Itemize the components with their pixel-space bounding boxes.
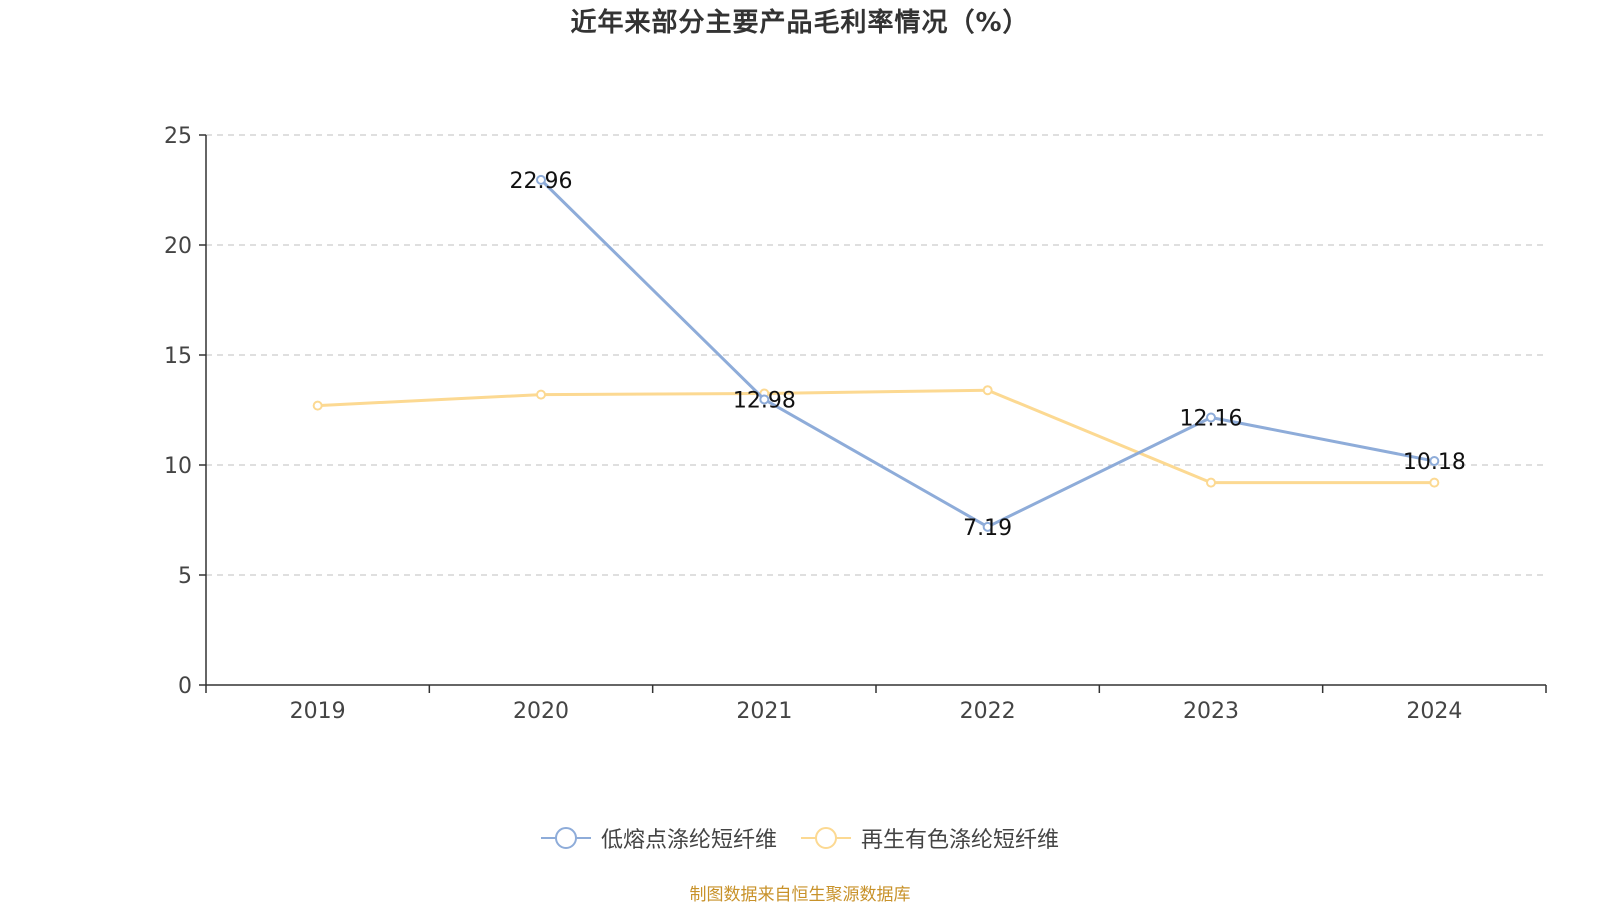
series-line-1 xyxy=(539,178,1435,529)
chart-title: 近年来部分主要产品毛利率情况（%） xyxy=(570,8,1030,38)
series-1-point xyxy=(982,521,993,532)
series-line-2 xyxy=(317,388,1435,485)
y-tick-label: 20 xyxy=(164,234,192,259)
series-2-point xyxy=(982,385,993,396)
series-2-point xyxy=(1429,477,1440,488)
legend-item-1[interactable]: 低熔点涤纶短纤维 xyxy=(540,822,777,854)
x-tick-label: 2021 xyxy=(736,699,792,724)
data-labels: 22.96 12.98 7.19 12.16 10.18 xyxy=(510,169,1466,541)
series-1-point xyxy=(1429,456,1440,467)
x-tick-label: 2023 xyxy=(1183,699,1239,724)
legend-marker-icon xyxy=(801,826,851,850)
y-tick-label: 25 xyxy=(164,124,192,149)
series-2-point xyxy=(1206,477,1216,488)
x-tick-label: 2024 xyxy=(1406,699,1462,724)
series-2-point xyxy=(536,389,546,400)
series-2-point xyxy=(312,400,323,411)
data-label: 7.19 xyxy=(963,516,1012,541)
legend-marker-icon xyxy=(540,826,591,850)
y-tick-label: 10 xyxy=(164,454,192,479)
data-label: 12.98 xyxy=(733,388,796,413)
legend-label: 再生有色涤纶短纤维 xyxy=(861,828,1060,853)
y-tick-label: 15 xyxy=(164,344,192,369)
x-tick-label: 2019 xyxy=(290,699,346,724)
data-label: 22.96 xyxy=(510,169,573,194)
y-tick-label: 0 xyxy=(178,674,192,699)
legend-label: 低熔点涤纶短纤维 xyxy=(600,828,777,853)
series-1-point xyxy=(759,394,770,405)
y-tick-label: 5 xyxy=(178,564,192,589)
data-label: 10.18 xyxy=(1403,450,1466,475)
legend-item-2[interactable]: 再生有色涤纶短纤维 xyxy=(801,822,1059,854)
x-tick-label: 2020 xyxy=(513,699,569,724)
axes: 0 5 10 15 20 25 2019 2020 2021 2022 2023 2024 xyxy=(164,124,1547,724)
data-label: 12.16 xyxy=(1180,406,1243,431)
x-tick-label: 2022 xyxy=(960,699,1016,724)
series-1-point xyxy=(536,174,546,185)
series-1-point xyxy=(1206,412,1216,423)
series-lines xyxy=(312,174,1440,532)
source-note: 制图数据来自恒生聚源数据库 xyxy=(689,885,911,905)
grid-lines xyxy=(206,134,1546,576)
legend: 低熔点涤纶短纤维 再生有色涤纶短纤维 xyxy=(0,822,1600,854)
